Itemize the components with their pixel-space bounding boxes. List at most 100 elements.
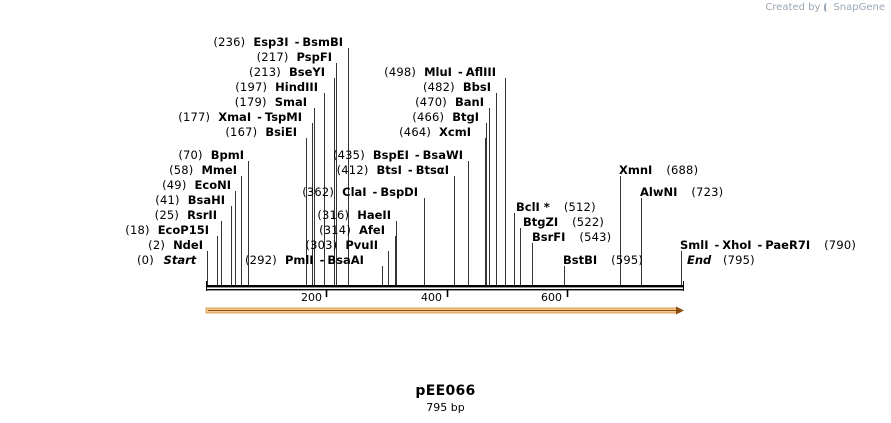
site-label-bseyi[interactable]: (213) BseYI xyxy=(249,65,325,79)
enzyme-name[interactable]: BbsI xyxy=(462,80,491,94)
enzyme-name[interactable]: BspDI xyxy=(380,185,418,199)
site-label-pvuii[interactable]: (303) PvuII xyxy=(305,238,378,252)
site-label-xmni[interactable]: XmnI (688) xyxy=(619,163,698,177)
enzyme-name[interactable]: XmnI xyxy=(619,163,653,177)
site-label-bsahi[interactable]: (41) BsaHI xyxy=(155,193,225,207)
site-label-hindiii[interactable]: (197) HindIII xyxy=(235,80,318,94)
enzyme-name[interactable]: AlwNI xyxy=(640,185,678,199)
enzyme-name[interactable]: BtsαI xyxy=(415,163,449,177)
site-position: (498) xyxy=(384,65,417,79)
site-label-mlui[interactable]: (498) MluI - AflIII xyxy=(384,65,496,79)
site-position: (543) xyxy=(579,230,612,244)
site-position: (464) xyxy=(399,125,432,139)
site-position: (167) xyxy=(225,125,258,139)
site-separator: - xyxy=(457,65,463,79)
site-separator: - xyxy=(372,185,378,199)
enzyme-name[interactable]: AfeI xyxy=(359,223,385,237)
site-label-bani[interactable]: (470) BanI xyxy=(415,95,484,109)
enzyme-name[interactable]: BtgI xyxy=(452,110,479,124)
site-position: (177) xyxy=(178,110,211,124)
site-position: (595) xyxy=(611,253,644,267)
site-label-haeii[interactable]: (316) HaeII xyxy=(317,208,391,222)
site-label-bstbi[interactable]: BstBI (595) xyxy=(563,253,643,267)
end-position: (795) xyxy=(722,253,755,267)
site-label-rsrii[interactable]: (25) RsrII xyxy=(155,208,217,222)
enzyme-name[interactable]: BtgZI xyxy=(523,215,559,229)
site-label-xmai[interactable]: (177) XmaI - TspMI xyxy=(178,110,302,124)
enzyme-name[interactable]: BtsI xyxy=(376,163,402,177)
site-label-bsrfi[interactable]: BsrFI (543) xyxy=(532,230,611,244)
enzyme-name[interactable]: BpmI xyxy=(210,148,244,162)
site-position: (213) xyxy=(249,65,281,79)
enzyme-name[interactable]: PvuII xyxy=(345,238,378,252)
site-position: (49) xyxy=(162,178,187,192)
site-position: (197) xyxy=(235,80,268,94)
site-position: (412) xyxy=(336,163,369,177)
site-label-smai[interactable]: (179) SmaI xyxy=(235,95,307,109)
site-position: (362) xyxy=(302,185,335,199)
site-label-bspei[interactable]: (435) BspEI - BsaWI xyxy=(333,148,463,162)
site-label-ecop15i[interactable]: (18) EcoP15I xyxy=(125,223,209,237)
enzyme-name[interactable]: BstBI xyxy=(563,253,598,267)
site-label-btgzi[interactable]: BtgZI (522) xyxy=(523,215,604,229)
enzyme-name[interactable]: Esp3I xyxy=(253,35,289,49)
site-label-afei[interactable]: (314) AfeI xyxy=(319,223,385,237)
enzyme-name[interactable]: PmlI xyxy=(284,253,314,267)
site-label-bpmi[interactable]: (70) BpmI xyxy=(178,148,244,162)
site-label-pspfi[interactable]: (217) PspFI xyxy=(257,50,332,64)
site-label-xcmi[interactable]: (464) XcmI xyxy=(399,125,471,139)
enzyme-name[interactable]: AflIII xyxy=(465,65,496,79)
start-label: (0) Start xyxy=(137,253,196,267)
enzyme-name[interactable]: BsaHI xyxy=(187,193,225,207)
enzyme-name[interactable]: HaeII xyxy=(357,208,391,222)
enzyme-name[interactable]: BsmBI xyxy=(302,35,343,49)
site-label-ndei[interactable]: (2) NdeI xyxy=(148,238,203,252)
enzyme-name[interactable]: BsaAI xyxy=(327,253,364,267)
site-label-bsiei[interactable]: (167) BsiEI xyxy=(225,125,297,139)
enzyme-name[interactable]: BspEI xyxy=(372,148,409,162)
site-position: (25) xyxy=(154,208,180,222)
site-label-clai[interactable]: (362) ClaI - BspDI xyxy=(302,185,418,199)
start-position: (0) xyxy=(137,253,154,267)
enzyme-name[interactable]: BsiEI xyxy=(265,125,297,139)
enzyme-name[interactable]: RsrII xyxy=(187,208,217,222)
enzyme-name[interactable]: NdeI xyxy=(173,238,203,252)
enzyme-name[interactable]: MmeI xyxy=(201,163,237,177)
site-separator: - xyxy=(407,163,413,177)
enzyme-name[interactable]: BsaWI xyxy=(422,148,463,162)
enzyme-name[interactable]: SmlI xyxy=(680,238,709,252)
site-label-pmli[interactable]: (292) PmlI - BsaAI xyxy=(245,253,364,267)
enzyme-name[interactable]: XmaI xyxy=(218,110,252,124)
site-position: (790) xyxy=(824,238,857,252)
enzyme-name[interactable]: BanI xyxy=(455,95,484,109)
tick-label-400: 400 xyxy=(421,291,442,304)
enzyme-name[interactable]: BclI * xyxy=(516,200,550,214)
site-label-bbsi[interactable]: (482) BbsI xyxy=(423,80,491,94)
site-label-mmei[interactable]: (58) MmeI xyxy=(169,163,237,177)
enzyme-name[interactable]: EcoP15I xyxy=(157,223,209,237)
site-separator: - xyxy=(294,35,300,49)
site-label-alwni[interactable]: AlwNI (723) xyxy=(640,185,723,199)
enzyme-name[interactable]: SmaI xyxy=(274,95,307,109)
enzyme-name[interactable]: TspMI xyxy=(264,110,302,124)
enzyme-name[interactable]: MluI xyxy=(424,65,452,79)
site-position: (58) xyxy=(169,163,194,177)
plasmid-name[interactable]: pEE066 xyxy=(415,383,476,399)
enzyme-name[interactable]: BseYI xyxy=(288,65,325,79)
site-label-smli[interactable]: SmlI - XhoI - PaeR7I (790) xyxy=(680,238,856,252)
site-label-econi[interactable]: (49) EcoNI xyxy=(162,178,231,192)
site-label-bcli[interactable]: BclI * (512) xyxy=(516,200,596,214)
site-label-btsi[interactable]: (412) BtsI - BtsαI xyxy=(337,163,449,177)
enzyme-name[interactable]: XhoI xyxy=(722,238,752,252)
enzyme-name[interactable]: HindIII xyxy=(275,80,318,94)
enzyme-name[interactable]: BsrFI xyxy=(532,230,566,244)
enzyme-name[interactable]: PaeR7I xyxy=(765,238,811,252)
enzyme-name[interactable]: XcmI xyxy=(439,125,471,139)
end-label: End (795) xyxy=(687,253,755,267)
enzyme-name[interactable]: EcoNI xyxy=(194,178,231,192)
site-label-btgi[interactable]: (466) BtgI xyxy=(412,110,479,124)
enzyme-name[interactable]: PspFI xyxy=(296,50,332,64)
site-label-esp3i[interactable]: (236) Esp3I - BsmBI xyxy=(213,35,343,49)
enzyme-name[interactable]: ClaI xyxy=(342,185,367,199)
